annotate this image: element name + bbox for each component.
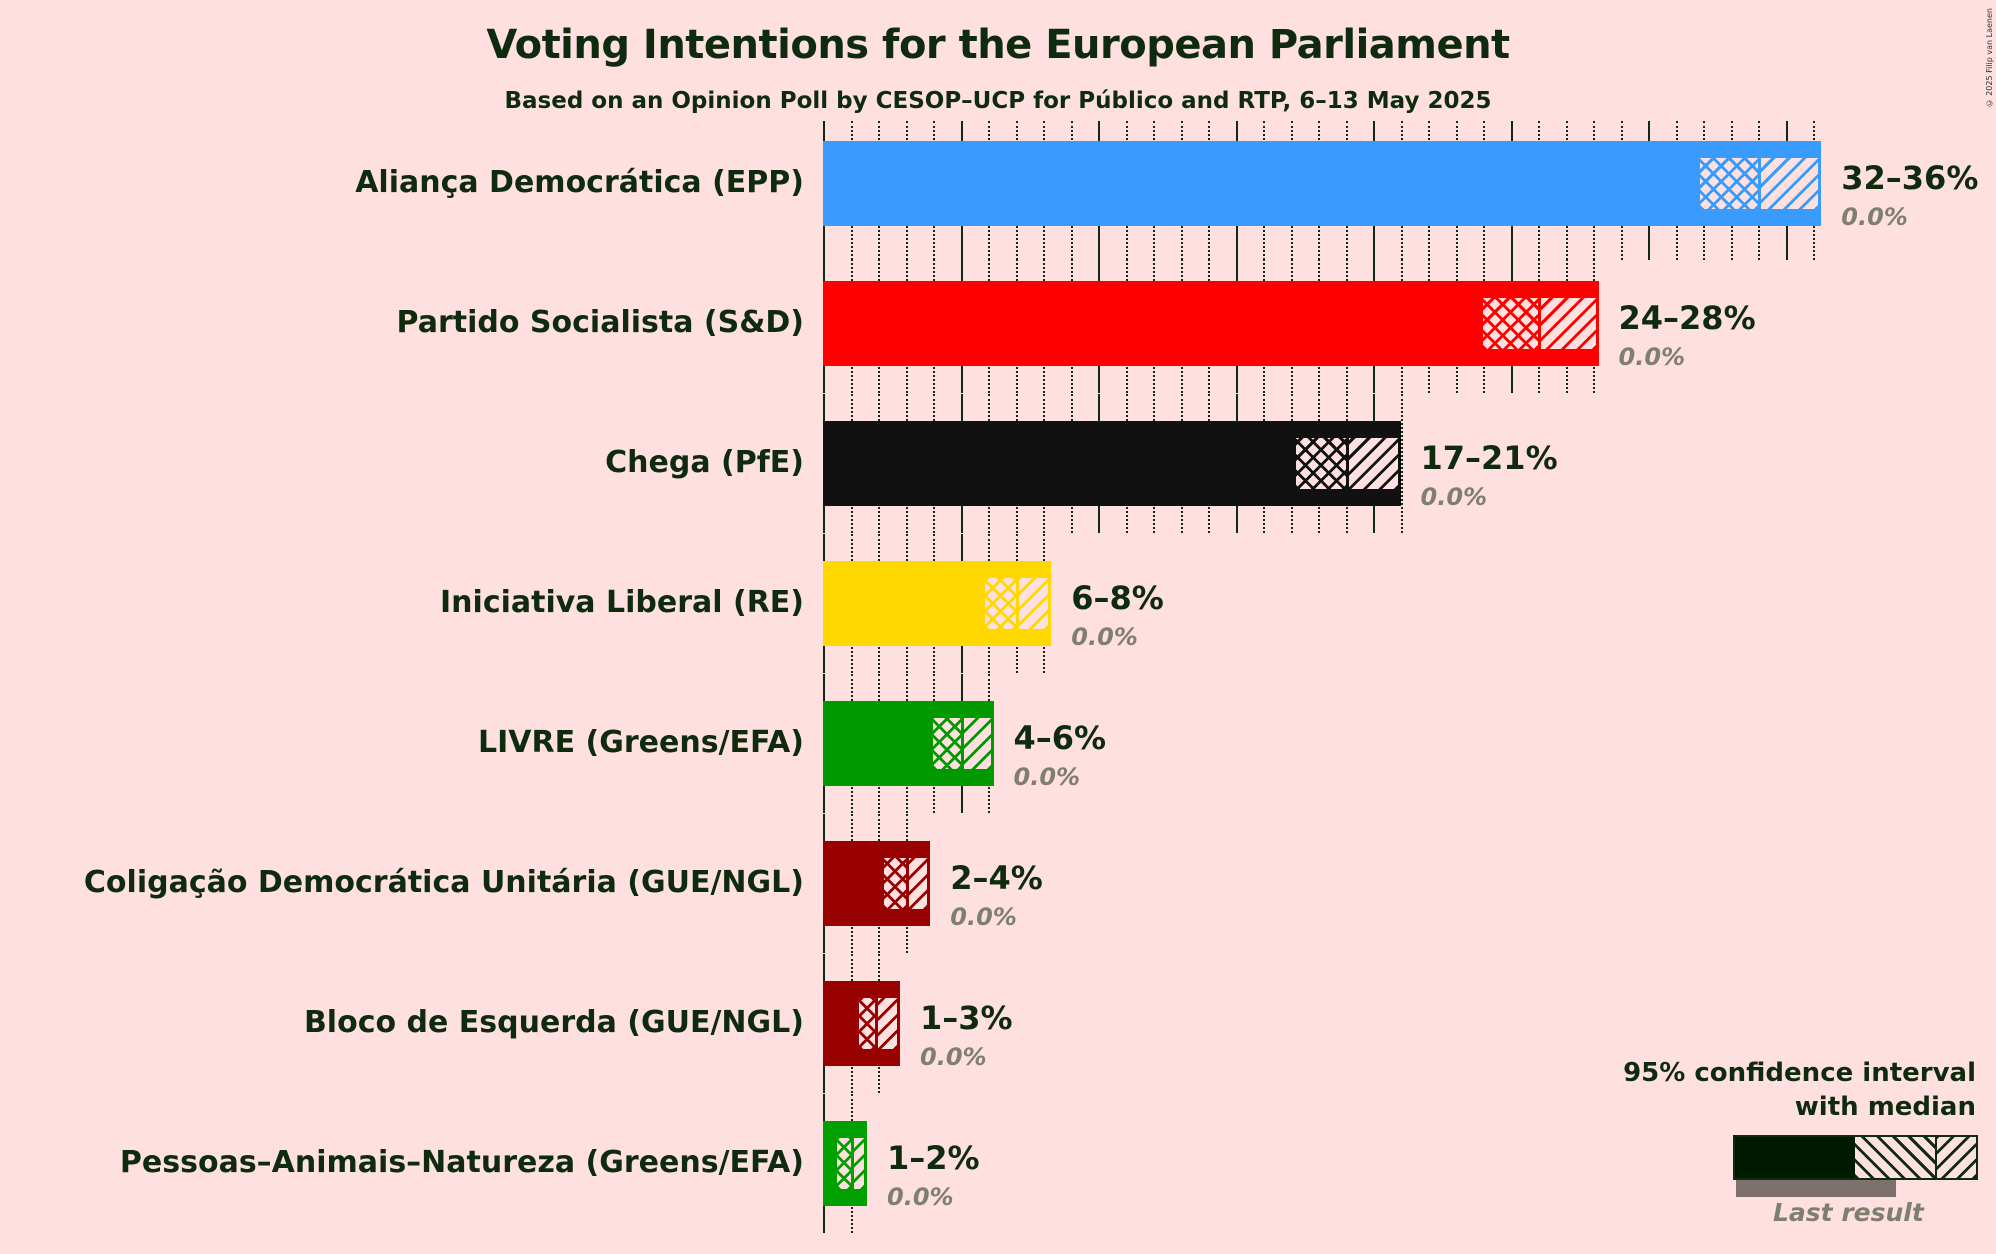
ci-high-segment [905, 858, 928, 909]
legend-ci-bar [1733, 1135, 1978, 1180]
legend-title-line1: 95% confidence interval [1623, 1058, 1976, 1088]
ci-low-segment [1296, 438, 1346, 489]
ci-low-segment [1700, 158, 1758, 209]
ci-high-segment [1758, 158, 1819, 209]
last-result-label: 0.0% [950, 903, 1017, 931]
range-label: 1–3% [920, 999, 1013, 1037]
party-label: Bloco de Esquerda (GUE/NGL) [303, 1005, 804, 1040]
ci-low-segment [883, 858, 906, 909]
party-label: Iniciativa Liberal (RE) [440, 585, 804, 620]
party-label: Pessoas–Animais–Natureza (Greens/EFA) [119, 1145, 804, 1180]
legend-ci-low-segment [1855, 1137, 1935, 1178]
bar-0 [823, 141, 1822, 226]
range-label: 1–2% [887, 1139, 980, 1177]
chart-title: Voting Intentions for the European Parli… [486, 22, 1510, 68]
ci-high-segment [1015, 578, 1049, 629]
party-label: Aliança Democrática (EPP) [355, 165, 804, 200]
legend-title-line2: with median [1794, 1092, 1976, 1122]
ci-low-segment [1483, 298, 1538, 349]
last-result-label: 0.0% [887, 1183, 954, 1211]
last-result-label: 0.0% [1618, 343, 1686, 371]
ci-low-segment [858, 998, 876, 1049]
bar-7 [823, 1121, 867, 1206]
last-result-label: 0.0% [1841, 203, 1908, 231]
legend-title: 95% confidence interval with median [1623, 1056, 1976, 1124]
last-result-label: 0.0% [1420, 483, 1488, 511]
range-label: 4–6% [1013, 719, 1107, 757]
bar-6 [823, 981, 900, 1066]
bar-3 [823, 561, 1052, 646]
party-label: Chega (PfE) [605, 445, 804, 480]
bar-2 [823, 421, 1401, 506]
range-label: 2–4% [950, 859, 1043, 897]
party-label: LIVRE (Greens/EFA) [477, 725, 804, 760]
ci-high-segment [1345, 438, 1398, 489]
range-label: 6–8% [1071, 579, 1164, 617]
bar-1 [823, 281, 1599, 366]
last-result-label: 0.0% [920, 1043, 987, 1071]
party-label: Partido Socialista (S&D) [396, 305, 804, 340]
ci-low-segment [933, 718, 961, 769]
ci-low-segment [985, 578, 1016, 629]
range-label: 24–28% [1618, 299, 1756, 337]
ci-high-segment [1538, 298, 1596, 349]
range-label: 32–36% [1841, 159, 1979, 197]
range-label: 17–21% [1420, 439, 1558, 477]
ci-low-segment [836, 1138, 851, 1189]
bar-4 [823, 701, 994, 786]
last-result-label: 0.0% [1013, 763, 1081, 791]
chart-subtitle: Based on an Opinion Poll by CESOP–UCP fo… [504, 88, 1492, 114]
legend-ci-high-segment [1935, 1137, 1976, 1178]
gridline [1400, 394, 1403, 533]
ci-high-segment [960, 718, 991, 769]
party-label: Coligação Democrática Unitária (GUE/NGL) [83, 865, 804, 900]
ci-high-segment [875, 998, 897, 1049]
bar-5 [823, 841, 931, 926]
legend-last-result-label: Last result [1773, 1198, 1924, 1227]
legend-last-result-bar [1736, 1180, 1896, 1197]
ci-high-segment [850, 1138, 864, 1189]
last-result-label: 0.0% [1071, 623, 1138, 651]
